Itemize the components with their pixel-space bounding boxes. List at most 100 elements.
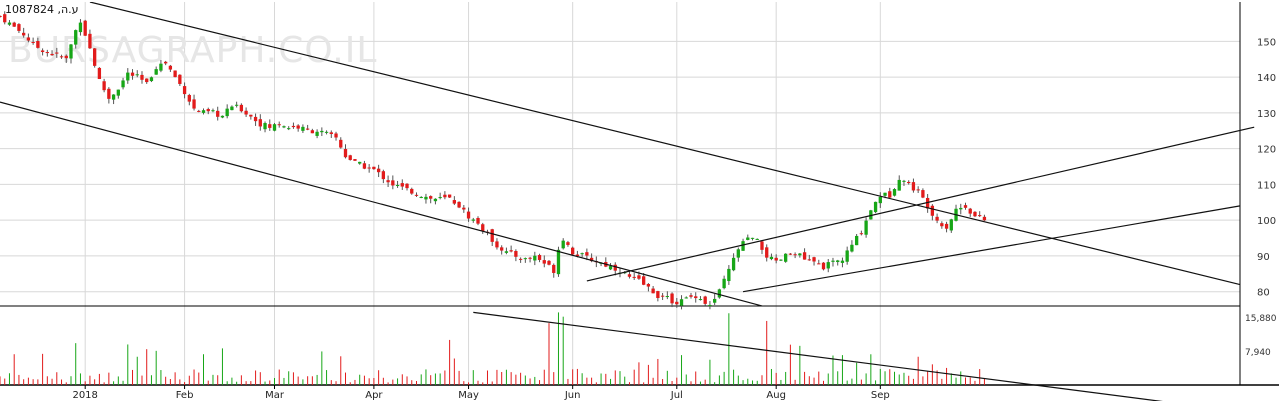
candle	[249, 114, 253, 120]
time-tick-label: Aug	[766, 390, 786, 401]
candle	[358, 161, 362, 165]
candle	[783, 253, 788, 263]
candle-body	[717, 289, 722, 298]
candle-body	[656, 291, 660, 299]
candle-body	[287, 128, 291, 130]
candle-body	[982, 216, 987, 221]
candle	[703, 295, 707, 306]
candle	[395, 180, 400, 188]
candle-body	[0, 15, 2, 17]
candle-body	[826, 262, 830, 269]
candle	[225, 104, 229, 119]
channel-line	[586, 126, 1255, 282]
candle-body	[627, 274, 632, 277]
candle	[694, 292, 698, 303]
candle	[329, 130, 333, 138]
grid	[0, 2, 1240, 385]
candle	[88, 29, 92, 50]
candle-body	[145, 78, 149, 83]
candle	[656, 290, 660, 302]
candle-body	[585, 252, 589, 256]
candle	[310, 128, 315, 134]
candle-body	[892, 189, 897, 196]
candle-body	[637, 275, 641, 279]
candle-body	[812, 257, 816, 262]
candle	[585, 248, 589, 261]
candle	[604, 257, 608, 268]
candle-body	[741, 241, 745, 251]
candle-body	[301, 126, 305, 131]
candle-body	[17, 24, 21, 31]
candle	[774, 254, 778, 264]
candle	[457, 201, 461, 209]
candle-body	[589, 257, 594, 262]
candle-body	[514, 251, 518, 257]
candle	[727, 265, 731, 285]
candle-body	[225, 108, 229, 117]
candle	[40, 48, 45, 56]
candle-body	[140, 74, 144, 80]
candle-body	[3, 14, 7, 23]
candle	[684, 296, 688, 299]
candle-body	[689, 295, 693, 297]
candle	[154, 66, 158, 75]
candle-body	[859, 233, 864, 235]
candle-body	[272, 124, 277, 131]
candle-body	[433, 198, 438, 202]
candle-series	[0, 11, 987, 310]
candle-body	[556, 249, 561, 275]
candle-body	[116, 89, 120, 96]
candle-body	[788, 253, 793, 255]
candle-body	[429, 196, 433, 199]
candle-body	[135, 74, 139, 76]
candle	[821, 262, 826, 271]
candle	[182, 82, 187, 99]
candle	[197, 109, 201, 113]
candle	[571, 246, 575, 256]
candle	[840, 257, 845, 268]
candle-body	[121, 80, 125, 88]
candle	[978, 211, 982, 218]
candle-body	[443, 194, 447, 198]
candle-body	[684, 297, 688, 299]
candle-body	[22, 32, 26, 36]
candle	[660, 292, 665, 301]
candle	[968, 207, 972, 217]
candle	[22, 27, 26, 38]
candle-body	[315, 131, 319, 136]
candle	[31, 37, 35, 45]
candle-body	[490, 229, 494, 242]
candle-body	[457, 201, 461, 208]
candle	[216, 106, 220, 121]
candle-body	[471, 219, 475, 221]
candle	[514, 249, 518, 262]
candle	[542, 255, 546, 268]
candle-body	[807, 259, 811, 261]
candle-body	[698, 299, 703, 301]
candle	[64, 54, 68, 63]
candle	[59, 54, 64, 59]
candle	[45, 49, 49, 57]
candle	[755, 238, 759, 240]
candle-body	[504, 251, 509, 253]
candle-body	[940, 223, 944, 227]
candle-body	[197, 110, 201, 112]
candle	[826, 259, 830, 273]
candle	[97, 67, 102, 80]
candle	[386, 175, 390, 188]
candle-body	[476, 217, 480, 224]
candle-body	[821, 262, 826, 270]
candle-body	[258, 119, 262, 127]
candle	[291, 122, 296, 129]
candle-body	[679, 299, 684, 306]
candle-body	[107, 88, 111, 99]
candle	[263, 121, 267, 133]
candle	[462, 204, 466, 213]
candle-body	[182, 86, 187, 95]
candle	[509, 245, 513, 253]
candle	[528, 256, 532, 263]
candle-body	[949, 219, 953, 231]
candle-body	[869, 210, 873, 220]
candle	[93, 48, 97, 68]
candle-body	[727, 268, 731, 282]
